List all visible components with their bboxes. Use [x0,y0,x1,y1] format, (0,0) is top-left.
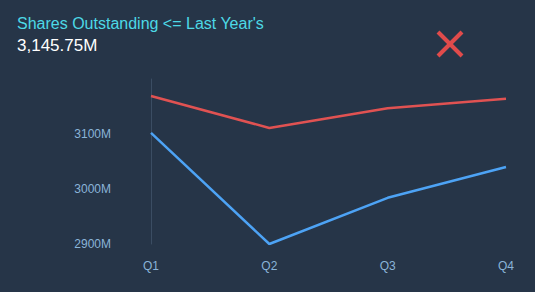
svg-text:Shares Outstanding <= Last Yea: Shares Outstanding <= Last Year's [17,15,264,32]
svg-text:Q1: Q1 [143,259,159,273]
svg-text:3000M: 3000M [74,182,111,196]
svg-text:Q2: Q2 [261,259,277,273]
svg-text:Q3: Q3 [380,259,396,273]
svg-text:3100M: 3100M [74,127,111,141]
svg-text:3,145.75M: 3,145.75M [17,36,97,55]
svg-text:2900M: 2900M [74,237,111,251]
svg-text:Q4: Q4 [498,259,514,273]
